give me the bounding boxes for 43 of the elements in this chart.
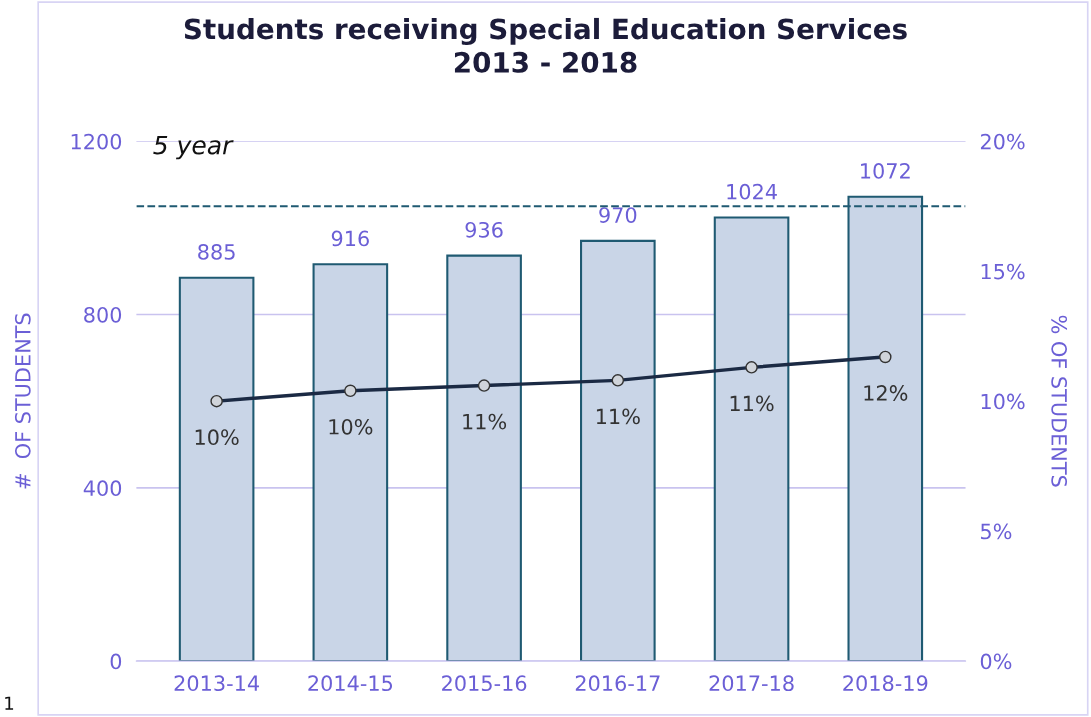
point <box>611 374 625 387</box>
chart-title: Students receiving Special Education Services 2013 - 2018 <box>184 17 907 73</box>
x-tick-label: 2013-14 <box>174 675 259 692</box>
data-label: 11% <box>596 408 640 425</box>
bar <box>580 239 656 662</box>
data-label: 10% <box>329 418 373 435</box>
point <box>879 350 892 364</box>
text: 1 <box>5 696 14 710</box>
x-tick-label: 2017-18 <box>709 675 794 692</box>
y-tick-label: 400 <box>83 480 122 497</box>
data-label: 11% <box>730 395 774 412</box>
x-tick-label: 2015-16 <box>442 675 527 692</box>
point <box>477 379 491 392</box>
point <box>745 361 758 374</box>
data-label: 916 <box>331 230 369 247</box>
data-label: 970 <box>599 207 637 223</box>
x-tick-label: 2014-15 <box>308 675 393 692</box>
x-tick-label: 2016-17 <box>575 675 660 692</box>
point <box>344 384 357 398</box>
y-tick-label: 800 <box>84 306 122 323</box>
y2-tick-label: 5% <box>981 523 1012 540</box>
y2-tick-label: 20% <box>980 133 1025 150</box>
data-label: 885 <box>198 244 235 260</box>
point <box>210 394 223 408</box>
y-tick-label: 0 <box>110 653 122 670</box>
y2-tick-label: 15% <box>981 263 1025 280</box>
data-label: 12% <box>864 385 908 401</box>
x-tick-label: 2018-19 <box>843 675 928 692</box>
y-tick-label: 1200 <box>71 133 122 150</box>
y2-tick-label: 10% <box>981 393 1025 410</box>
bar <box>713 216 790 662</box>
data-label: 10% <box>195 429 239 446</box>
bar <box>312 263 389 662</box>
data-label: 1072 <box>861 163 910 179</box>
bar <box>446 254 522 662</box>
y2-tick-label: 0% <box>980 653 1012 670</box>
data-label: 1024 <box>727 183 777 200</box>
annotation: 5 year <box>153 135 234 160</box>
bar <box>178 276 255 662</box>
data-label: 11% <box>463 413 507 430</box>
y2-axis-title: % OF STUDENTS <box>1051 315 1068 487</box>
y-axis-title: # OF STUDENTS <box>14 313 31 489</box>
data-label: 936 <box>465 221 503 238</box>
